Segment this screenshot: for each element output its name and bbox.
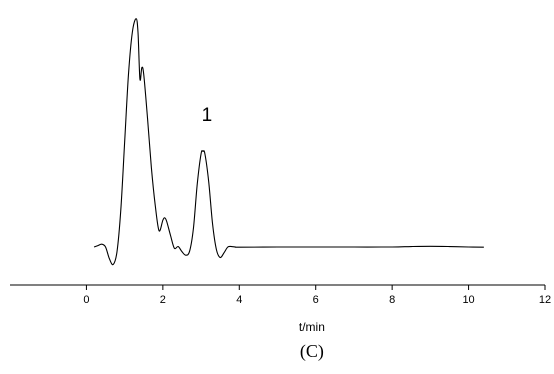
x-axis-ticks: 0 2 4 6 8 10 12 (83, 285, 551, 306)
peak-label: 1 (202, 105, 213, 126)
peak-annotations: 1 (202, 105, 213, 126)
chromatogram-trace (93, 18, 484, 266)
x-tick-label: 2 (160, 294, 166, 306)
x-tick-label: 4 (236, 294, 242, 306)
x-tick-label: 10 (462, 294, 474, 306)
x-tick-label: 12 (539, 294, 551, 306)
x-axis-title: t/min (299, 320, 325, 334)
panel-caption: (C) (300, 341, 324, 362)
x-tick-label: 8 (389, 294, 395, 306)
x-tick-label: 6 (313, 294, 319, 306)
x-tick-label: 0 (83, 294, 89, 306)
